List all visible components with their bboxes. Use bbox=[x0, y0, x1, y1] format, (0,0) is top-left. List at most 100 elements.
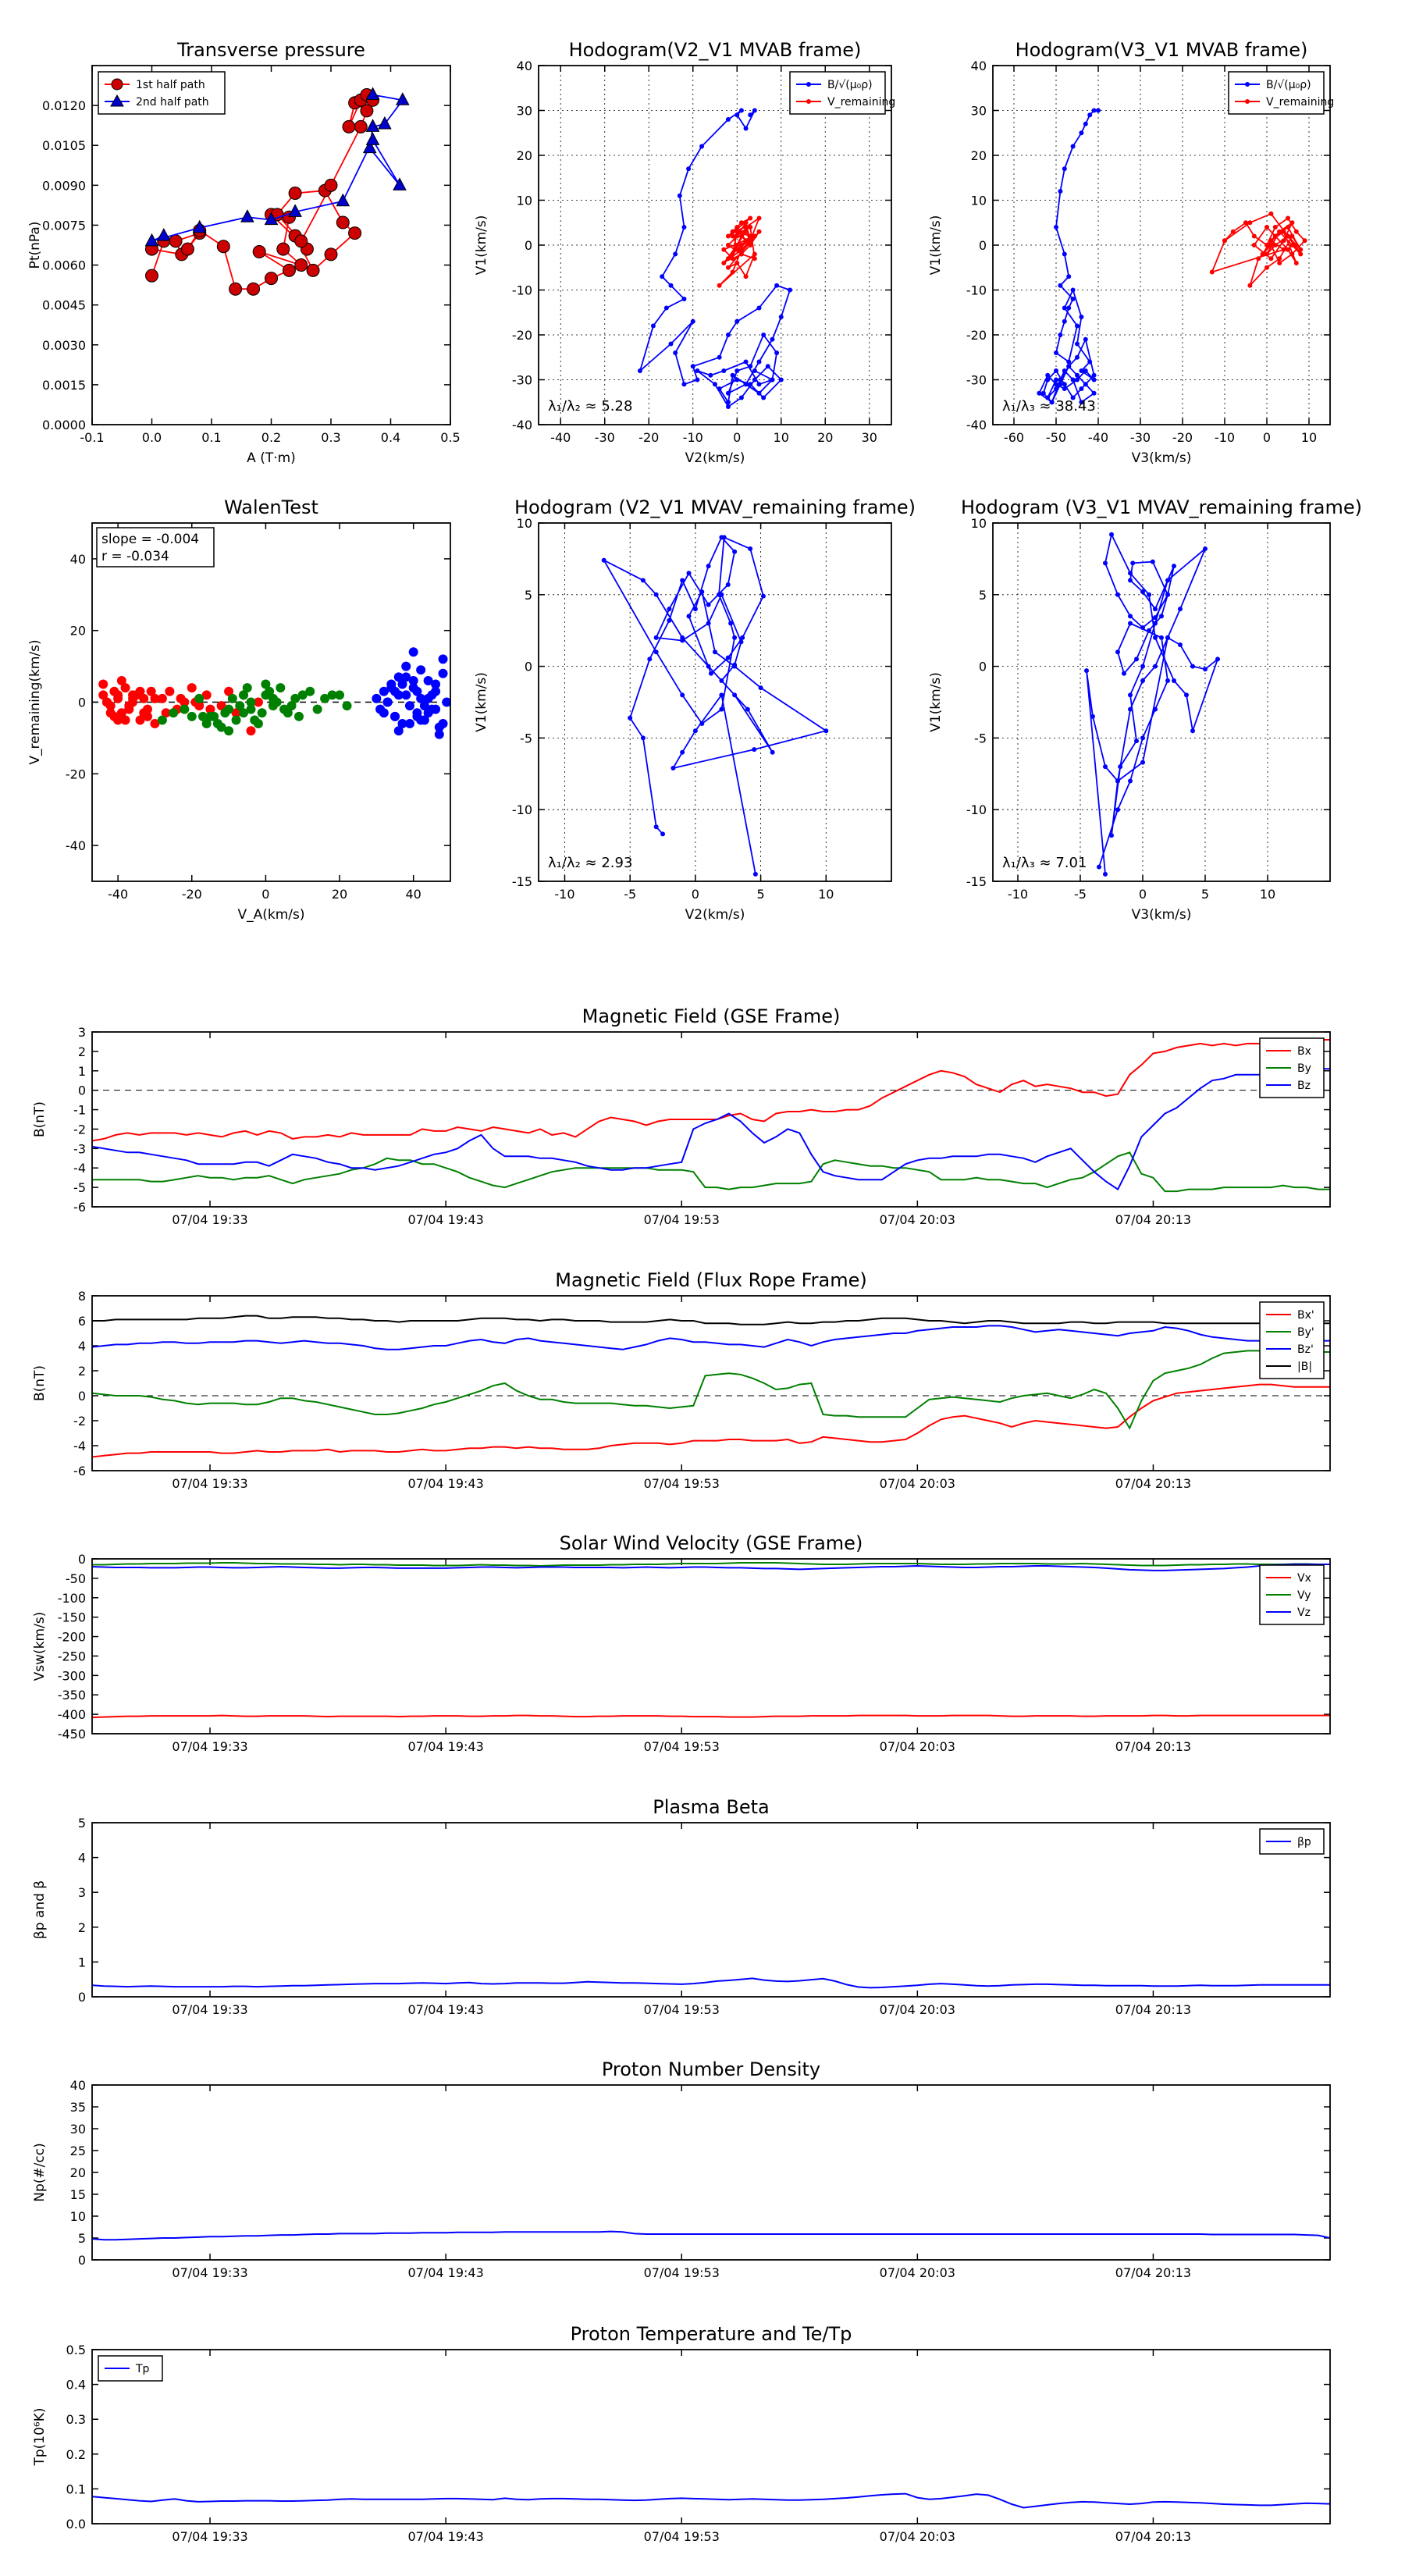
x-tick-label: 07/04 19:53 bbox=[644, 1212, 720, 1227]
x-tick-label: -50 bbox=[1046, 430, 1066, 445]
data-point bbox=[235, 701, 245, 711]
y-tick-label: 40 bbox=[70, 2078, 86, 2093]
y-tick-label: -5 bbox=[520, 731, 532, 745]
data-point bbox=[216, 240, 230, 254]
data-point bbox=[1153, 635, 1158, 640]
data-point bbox=[224, 726, 234, 736]
y-tick-label: 0.3 bbox=[66, 2412, 86, 2427]
x-tick-label: 10 bbox=[774, 430, 789, 445]
y-tick-label: -40 bbox=[66, 838, 86, 853]
data-point bbox=[205, 711, 215, 721]
data-point bbox=[761, 395, 767, 400]
data-point bbox=[745, 706, 750, 712]
data-point bbox=[1293, 243, 1299, 247]
data-point bbox=[1058, 189, 1063, 194]
series-group bbox=[1084, 532, 1220, 877]
legend-box bbox=[789, 71, 886, 115]
data-point bbox=[379, 686, 389, 696]
data-point bbox=[1090, 713, 1095, 719]
data-point bbox=[212, 719, 222, 729]
x-tick-label: 07/04 19:53 bbox=[644, 2002, 720, 2017]
data-point bbox=[1087, 112, 1093, 118]
data-point bbox=[1066, 364, 1072, 369]
y-tick-label: 5 bbox=[78, 1816, 86, 1831]
series-line-series-0 bbox=[1086, 532, 1219, 874]
data-point bbox=[708, 671, 713, 676]
data-point bbox=[1172, 678, 1176, 683]
data-point bbox=[1153, 664, 1158, 669]
data-point bbox=[161, 708, 171, 718]
legend: βp bbox=[1259, 1828, 1325, 1855]
data-point bbox=[752, 108, 757, 113]
y-tick-label: -250 bbox=[58, 1649, 86, 1663]
data-point bbox=[1147, 628, 1151, 633]
x-tick-label: 07/04 19:33 bbox=[172, 2529, 247, 2544]
data-point bbox=[756, 390, 762, 396]
x-tick-label: -20 bbox=[182, 887, 202, 902]
legend-label: Bz' bbox=[1297, 1343, 1314, 1356]
data-point bbox=[680, 749, 685, 755]
data-point bbox=[778, 315, 784, 319]
data-point bbox=[1079, 315, 1084, 319]
x-tick-label: -60 bbox=[1004, 430, 1024, 445]
legend: Bx' By' Bz' |B| bbox=[1259, 1301, 1325, 1379]
legend-marker bbox=[1245, 82, 1250, 87]
x-tick-label: 07/04 20:03 bbox=[880, 2265, 955, 2280]
data-point bbox=[735, 112, 740, 118]
data-point bbox=[180, 704, 190, 714]
data-point bbox=[1115, 649, 1120, 655]
data-point bbox=[434, 729, 444, 739]
x-tick-label: 07/04 20:03 bbox=[880, 2529, 955, 2544]
plot-frame bbox=[91, 65, 451, 425]
y-tick-label: 6 bbox=[78, 1314, 86, 1329]
y-tick-label: -400 bbox=[58, 1707, 86, 1722]
data-point bbox=[681, 225, 687, 229]
legend-label: Bx' bbox=[1297, 1309, 1314, 1322]
data-point bbox=[743, 238, 749, 244]
x-tick-label: 0.1 bbox=[201, 430, 221, 445]
data-point bbox=[290, 693, 301, 703]
chart-title: Hodogram (V3_V1 MVAV_remaining frame) bbox=[961, 496, 1362, 518]
data-point bbox=[743, 229, 749, 234]
data-point bbox=[116, 708, 126, 718]
plot-frame bbox=[992, 522, 1331, 882]
legend-box bbox=[98, 71, 226, 115]
data-point bbox=[101, 697, 112, 707]
data-point bbox=[752, 368, 757, 373]
data-point bbox=[730, 269, 735, 275]
chart-np: Proton Number Density 07/04 19:33 07/04 19… bbox=[32, 2058, 1331, 2280]
y-axis-label: V1(km/s) bbox=[928, 215, 944, 276]
data-point bbox=[419, 701, 429, 711]
data-point bbox=[752, 233, 757, 239]
data-point bbox=[1115, 778, 1120, 784]
x-tick-label: 0 bbox=[1263, 430, 1271, 445]
y-tick-label: -200 bbox=[58, 1630, 86, 1645]
data-point bbox=[1140, 589, 1145, 595]
data-point bbox=[431, 704, 441, 714]
data-point bbox=[146, 686, 156, 696]
data-point bbox=[1122, 671, 1126, 676]
data-point bbox=[677, 193, 682, 198]
series-group bbox=[98, 647, 450, 739]
data-point bbox=[1075, 372, 1080, 378]
y-tick-label: 15 bbox=[70, 2187, 86, 2202]
x-tick-label: 10 bbox=[1260, 887, 1275, 902]
data-point bbox=[1066, 274, 1072, 279]
data-point bbox=[279, 704, 290, 714]
data-point bbox=[686, 614, 692, 619]
data-point bbox=[150, 693, 160, 703]
data-point bbox=[354, 119, 368, 133]
data-point bbox=[348, 226, 362, 240]
data-point bbox=[706, 564, 711, 569]
y-tick-label: -5 bbox=[73, 1180, 86, 1195]
data-point bbox=[324, 247, 338, 262]
legend-label: |B| bbox=[1297, 1361, 1312, 1373]
data-point bbox=[732, 692, 738, 698]
y-tick-label: 40 bbox=[70, 552, 86, 567]
data-point bbox=[1140, 735, 1145, 741]
legend-label: By bbox=[1297, 1062, 1311, 1075]
series-group bbox=[601, 535, 829, 877]
data-point bbox=[735, 229, 740, 234]
ratio-annotation: λ₁/λ₃ ≈ 7.01 bbox=[1002, 855, 1087, 871]
